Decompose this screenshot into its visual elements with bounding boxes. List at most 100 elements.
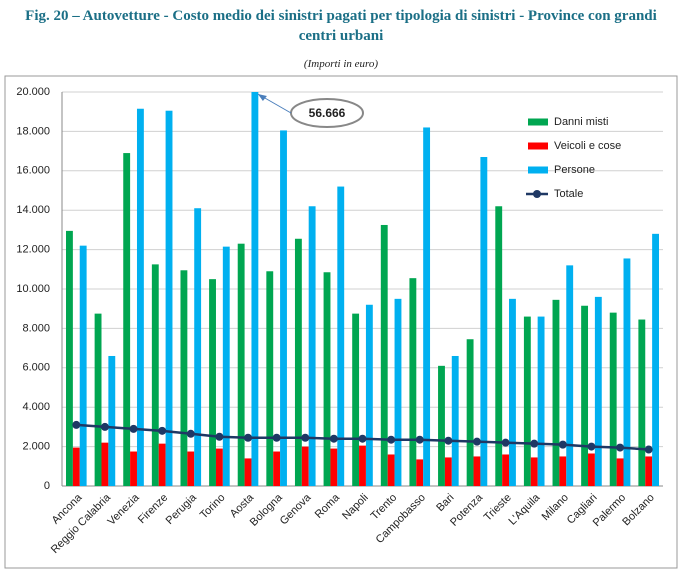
y-tick-label: 14.000: [16, 204, 50, 216]
bar: [180, 270, 188, 486]
x-tick-label: L'Aquila: [506, 491, 543, 528]
line-marker: [272, 433, 281, 442]
line-marker: [644, 445, 653, 454]
bar: [337, 186, 345, 486]
bar: [423, 127, 431, 486]
bar: [359, 445, 366, 486]
y-tick-label: 18.000: [16, 125, 50, 137]
x-tick-label: Roma: [313, 491, 343, 521]
bar: [101, 442, 109, 486]
bar: [79, 245, 87, 486]
bar: [616, 458, 624, 486]
bar: [301, 446, 309, 486]
bar: [409, 278, 417, 486]
legend-label: Danni misti: [554, 116, 608, 128]
bar: [222, 246, 230, 486]
bar: [594, 296, 602, 486]
bar: [94, 313, 102, 486]
bar: [466, 339, 474, 486]
bar: [108, 355, 116, 486]
bar: [438, 365, 445, 486]
legend-label: Totale: [554, 188, 583, 200]
chart-title: Fig. 20 – Autovetture - Costo medio dei …: [25, 8, 657, 44]
bar: [323, 272, 331, 486]
y-tick-label: 12.000: [16, 244, 50, 256]
x-tick-label: Bari: [434, 492, 456, 514]
bar: [209, 279, 216, 486]
bar: [609, 312, 617, 486]
bar: [280, 130, 287, 486]
bar: [566, 265, 574, 486]
bar: [273, 451, 281, 486]
y-tick-label: 0: [44, 480, 50, 492]
bar: [130, 451, 137, 486]
line-marker: [100, 422, 109, 431]
line-marker: [244, 433, 253, 442]
line-marker: [558, 440, 567, 449]
bar: [645, 456, 653, 486]
x-tick-label: Bologna: [248, 491, 286, 529]
bar: [588, 453, 595, 486]
bar: [552, 299, 560, 486]
line-marker: [72, 420, 81, 429]
bar: [365, 304, 373, 486]
x-tick-label: Bolzano: [620, 492, 657, 529]
bar: [215, 448, 223, 486]
legend-swatch: [528, 142, 548, 150]
y-tick-label: 6.000: [22, 362, 50, 374]
y-tick-label: 10.000: [16, 283, 50, 295]
x-tick-label: Napoli: [340, 492, 371, 523]
line-marker: [387, 435, 396, 444]
bar: [394, 298, 402, 486]
y-tick-label: 20.000: [16, 86, 50, 98]
bar: [623, 258, 631, 486]
bar: [509, 298, 516, 486]
chart-subtitle: (Importi in euro): [303, 58, 379, 70]
bar: [638, 319, 646, 486]
legend-label: Veicoli e cose: [554, 140, 621, 152]
y-tick-label: 8.000: [22, 322, 50, 334]
legend-marker: [533, 190, 541, 198]
line-marker: [587, 442, 596, 451]
bar: [495, 206, 503, 486]
x-tick-label: Torino: [198, 492, 228, 522]
bar: [251, 92, 259, 486]
line-marker: [129, 424, 138, 433]
bar: [187, 451, 195, 486]
line-marker: [329, 434, 338, 443]
y-tick-label: 2.000: [22, 441, 50, 453]
chart-frame: [4, 75, 678, 569]
line-marker: [186, 429, 195, 438]
bar: [66, 230, 73, 486]
bar: [352, 313, 360, 486]
x-tick-label: Potenza: [448, 491, 486, 529]
bar: [380, 224, 388, 486]
plot-area: [66, 92, 659, 486]
bar: [294, 238, 302, 486]
line-marker: [616, 443, 625, 452]
bar: [480, 157, 488, 486]
bar: [581, 305, 589, 486]
bar: [523, 316, 531, 486]
bar: [387, 454, 395, 486]
line-marker: [158, 426, 167, 435]
line-marker: [215, 432, 224, 441]
x-tick-label: Venezia: [106, 491, 143, 528]
line-marker: [501, 438, 510, 447]
bar: [502, 454, 510, 486]
y-tick-label: 4.000: [22, 401, 50, 413]
y-tick-label: 16.000: [16, 165, 50, 177]
bar: [330, 448, 338, 486]
x-tick-label: Genova: [278, 491, 314, 527]
bar: [652, 233, 659, 486]
bar: [416, 459, 424, 486]
bar: [308, 206, 316, 486]
bar: [123, 153, 131, 486]
bar: [136, 108, 144, 486]
bar: [244, 458, 252, 486]
line-marker: [530, 439, 539, 448]
bar: [537, 316, 545, 486]
bar: [151, 264, 159, 486]
